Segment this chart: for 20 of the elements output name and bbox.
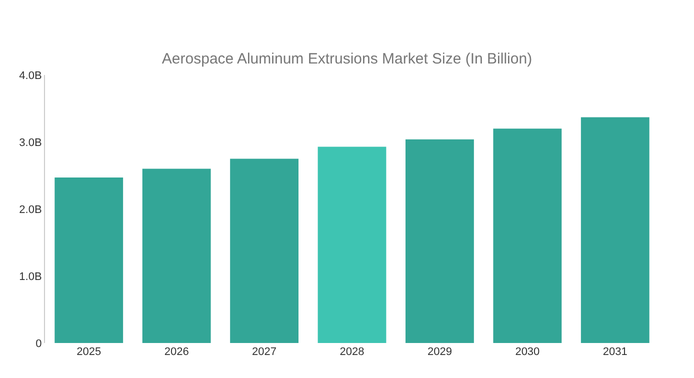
y-tick-label: 2.0B <box>19 204 42 216</box>
bar <box>54 178 124 343</box>
x-tick-label: 2031 <box>602 346 628 358</box>
bar <box>580 117 650 343</box>
bar <box>230 158 298 343</box>
bar <box>406 139 474 343</box>
chart-title: Aerospace Aluminum Extrusions Market Size (In Billion) <box>162 50 532 68</box>
bar <box>493 128 562 343</box>
bar <box>318 146 386 343</box>
x-tick-label: 2027 <box>252 346 277 358</box>
x-tick-label: 2028 <box>340 346 364 358</box>
y-tick-label: 1.0B <box>19 270 42 283</box>
x-tick-label: 2026 <box>164 346 189 358</box>
y-tick-label: 4.0B <box>19 70 42 82</box>
x-tick-label: 2029 <box>427 346 452 358</box>
y-tick-label: 0 <box>36 338 42 350</box>
x-tick-label: 2025 <box>76 346 102 358</box>
y-tick-label: 3.0B <box>19 136 42 149</box>
bar <box>142 168 211 343</box>
x-tick-label: 2030 <box>515 346 540 358</box>
